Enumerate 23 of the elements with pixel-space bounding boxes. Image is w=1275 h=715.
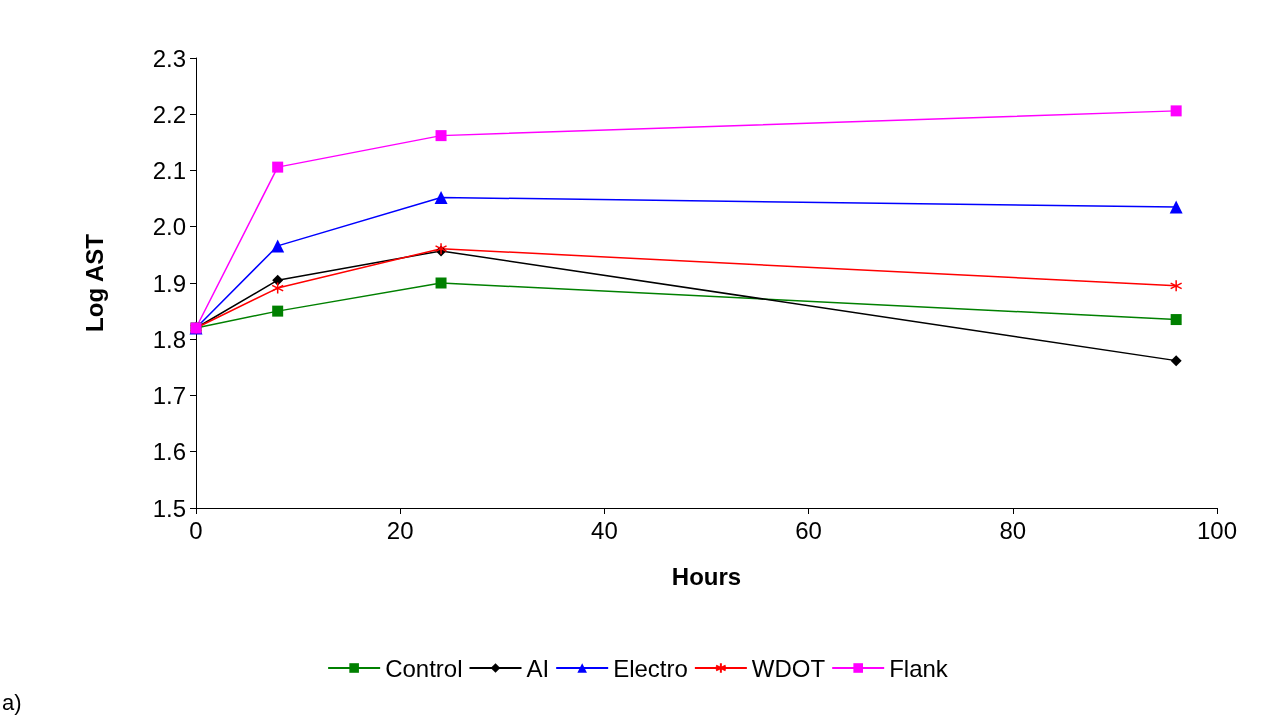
x-tick-label: 20 bbox=[386, 516, 414, 544]
legend-label: Flank bbox=[889, 654, 949, 682]
y-axis-title: Log AST bbox=[80, 233, 108, 332]
x-tick-label: 40 bbox=[591, 516, 618, 544]
text: a) bbox=[2, 689, 22, 715]
y-tick-label: 2.2 bbox=[152, 100, 186, 128]
y-tick-label: 1.7 bbox=[152, 382, 186, 409]
y-tick-label: 1.9 bbox=[152, 269, 186, 297]
x-tick-label: 60 bbox=[795, 516, 822, 544]
x-axis-title: Hours bbox=[671, 562, 742, 590]
y-tick-label: 2.1 bbox=[152, 157, 186, 184]
y-tick-label: 1.5 bbox=[152, 494, 186, 522]
x-tick-label: 100 bbox=[1196, 516, 1238, 544]
y-tick-label: 1.6 bbox=[152, 438, 186, 466]
legend-label: Control bbox=[385, 654, 463, 682]
legend-label: WDOT bbox=[751, 654, 826, 682]
x-tick-label: 80 bbox=[999, 516, 1027, 544]
y-tick-label: 2.0 bbox=[152, 213, 186, 241]
y-tick-label: 2.3 bbox=[152, 44, 186, 72]
x-tick-label: 0 bbox=[189, 516, 203, 544]
y-tick-label: 1.8 bbox=[152, 325, 186, 353]
legend-label: AI bbox=[526, 654, 550, 682]
legend-label: Electro bbox=[613, 654, 688, 682]
